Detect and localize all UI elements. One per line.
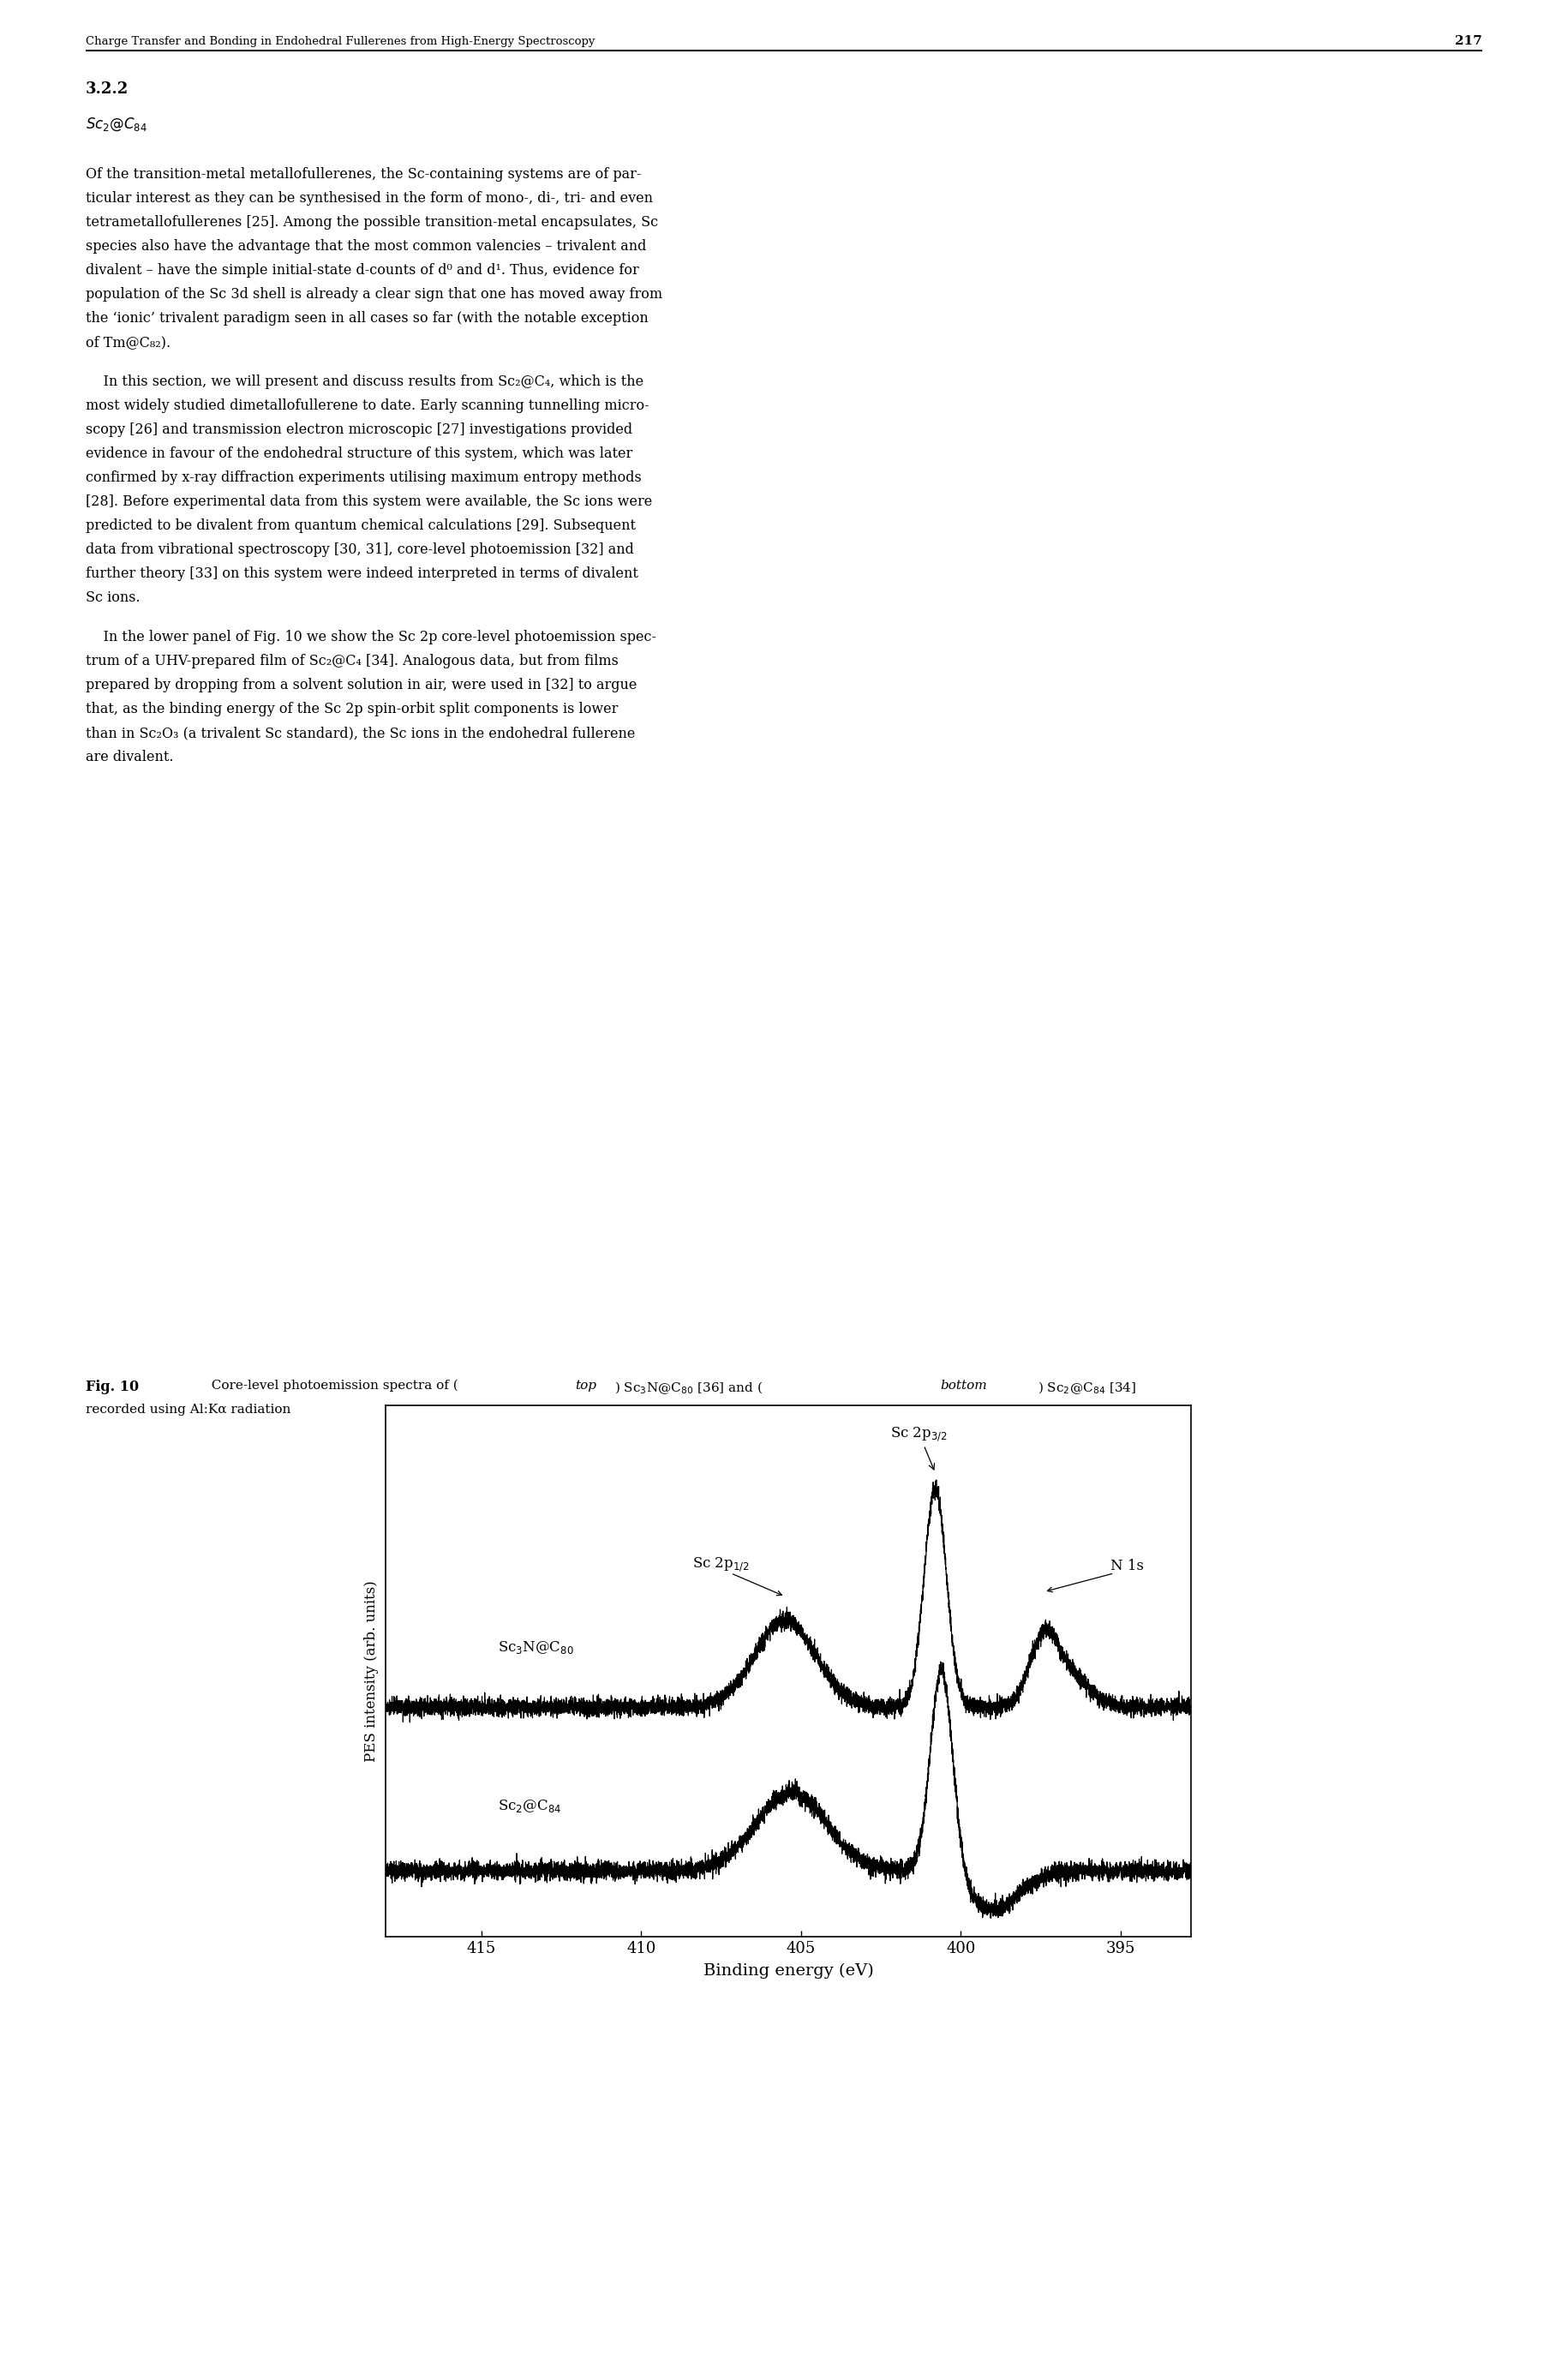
Text: the ‘ionic’ trivalent paradigm seen in all cases so far (with the notable except: the ‘ionic’ trivalent paradigm seen in a… xyxy=(86,312,649,326)
Text: than in Sc₂O₃ (a trivalent Sc standard), the Sc ions in the endohedral fullerene: than in Sc₂O₃ (a trivalent Sc standard),… xyxy=(86,725,635,740)
Text: 217: 217 xyxy=(1455,36,1482,48)
Text: species also have the advantage that the most common valencies – trivalent and: species also have the advantage that the… xyxy=(86,240,646,254)
Text: N 1s: N 1s xyxy=(1110,1558,1143,1574)
Text: most widely studied dimetallofullerene to date. Early scanning tunnelling micro-: most widely studied dimetallofullerene t… xyxy=(86,400,649,414)
Text: ticular interest as they can be synthesised in the form of mono-, di-, tri- and : ticular interest as they can be synthesi… xyxy=(86,190,652,205)
Text: Sc 2p$_{1/2}$: Sc 2p$_{1/2}$ xyxy=(693,1555,750,1574)
Text: trum of a UHV-prepared film of Sc₂@C₄ [34]. Analogous data, but from films: trum of a UHV-prepared film of Sc₂@C₄ [3… xyxy=(86,654,618,668)
Text: top: top xyxy=(575,1379,596,1391)
Text: of Tm@C₈₂).: of Tm@C₈₂). xyxy=(86,335,171,350)
Text: In this section, we will present and discuss results from Sc₂@C₄, which is the: In this section, we will present and dis… xyxy=(86,373,643,390)
Text: Of the transition-metal metallofullerenes, the Sc-containing systems are of par-: Of the transition-metal metallofullerene… xyxy=(86,166,641,181)
Text: predicted to be divalent from quantum chemical calculations [29]. Subsequent: predicted to be divalent from quantum ch… xyxy=(86,518,635,533)
Text: 3.2.2: 3.2.2 xyxy=(86,81,129,97)
Text: Charge Transfer and Bonding in Endohedral Fullerenes from High-Energy Spectrosco: Charge Transfer and Bonding in Endohedra… xyxy=(86,36,594,48)
Text: Core-level photoemission spectra of (: Core-level photoemission spectra of ( xyxy=(204,1379,458,1391)
Text: Sc 2p$_{3/2}$: Sc 2p$_{3/2}$ xyxy=(891,1424,947,1470)
Text: divalent – have the simple initial-state d-counts of d⁰ and d¹. Thus, evidence f: divalent – have the simple initial-state… xyxy=(86,264,640,278)
Text: data from vibrational spectroscopy [30, 31], core-level photoemission [32] and: data from vibrational spectroscopy [30, … xyxy=(86,542,633,556)
Text: tetrametallofullerenes [25]. Among the possible transition-metal encapsulates, S: tetrametallofullerenes [25]. Among the p… xyxy=(86,214,659,231)
Text: further theory [33] on this system were indeed interpreted in terms of divalent: further theory [33] on this system were … xyxy=(86,566,638,580)
Text: $Sc_2@C_{84}$: $Sc_2@C_{84}$ xyxy=(86,117,147,133)
Text: Fig. 10: Fig. 10 xyxy=(86,1379,140,1394)
Text: are divalent.: are divalent. xyxy=(86,749,174,763)
Text: Sc ions.: Sc ions. xyxy=(86,590,140,604)
Text: In the lower panel of Fig. 10 we show the Sc 2p core-level photoemission spec-: In the lower panel of Fig. 10 we show th… xyxy=(86,630,657,644)
Y-axis label: PES intensity (arb. units): PES intensity (arb. units) xyxy=(364,1581,378,1762)
Text: that, as the binding energy of the Sc 2p spin-orbit split components is lower: that, as the binding energy of the Sc 2p… xyxy=(86,702,618,716)
Text: confirmed by x-ray diffraction experiments utilising maximum entropy methods: confirmed by x-ray diffraction experimen… xyxy=(86,471,641,485)
Text: Sc$_{3}$N@C$_{80}$: Sc$_{3}$N@C$_{80}$ xyxy=(497,1638,574,1655)
Text: population of the Sc 3d shell is already a clear sign that one has moved away fr: population of the Sc 3d shell is already… xyxy=(86,288,662,302)
Text: Sc$_{2}$@C$_{84}$: Sc$_{2}$@C$_{84}$ xyxy=(497,1798,561,1814)
Text: ) Sc$_3$N@C$_{80}$ [36] and (: ) Sc$_3$N@C$_{80}$ [36] and ( xyxy=(615,1379,762,1396)
Text: [28]. Before experimental data from this system were available, the Sc ions were: [28]. Before experimental data from this… xyxy=(86,495,652,509)
Text: prepared by dropping from a solvent solution in air, were used in [32] to argue: prepared by dropping from a solvent solu… xyxy=(86,678,637,692)
Text: recorded using Al:Kα radiation: recorded using Al:Kα radiation xyxy=(86,1403,290,1415)
Text: bottom: bottom xyxy=(941,1379,988,1391)
Text: evidence in favour of the endohedral structure of this system, which was later: evidence in favour of the endohedral str… xyxy=(86,447,632,461)
Text: ) Sc$_2$@C$_{84}$ [34]: ) Sc$_2$@C$_{84}$ [34] xyxy=(1038,1379,1137,1396)
X-axis label: Binding energy (eV): Binding energy (eV) xyxy=(702,1964,873,1978)
Text: scopy [26] and transmission electron microscopic [27] investigations provided: scopy [26] and transmission electron mic… xyxy=(86,423,632,438)
